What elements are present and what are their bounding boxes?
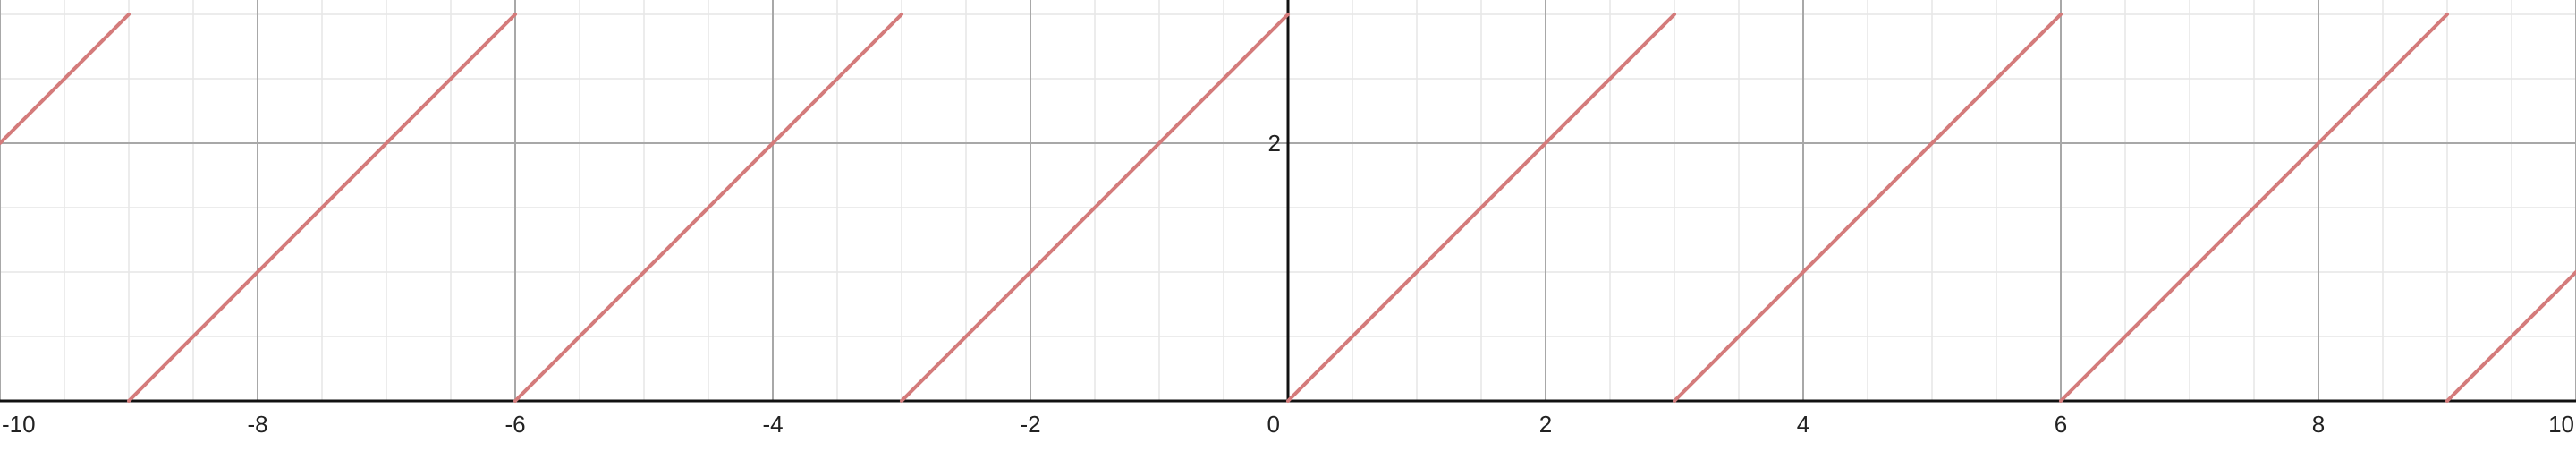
x-tick-label: 0 [1267, 411, 1280, 438]
x-tick-label: -6 [504, 411, 525, 438]
x-tick-label: 4 [1797, 411, 1809, 438]
series-0-segment-4 [1286, 13, 1676, 403]
x-tick-label: -4 [762, 411, 783, 438]
x-tick-label: -8 [247, 411, 267, 438]
series-0-segment-0 [0, 13, 131, 145]
series-0-segment-2 [513, 13, 903, 403]
series-0-segment-7 [2445, 270, 2576, 403]
series-layer [0, 13, 2576, 403]
x-tick-label: 10 [2548, 411, 2574, 438]
tick-labels: -10 -8 -6 -4 -2 0 2 4 6 8 10 2 [2, 130, 2574, 438]
series-0-segment-5 [1673, 13, 2063, 403]
series-0-segment-3 [900, 13, 1290, 403]
x-tick-label: 6 [2055, 411, 2067, 438]
series-0-segment-1 [127, 13, 517, 403]
y-tick-label: 2 [1268, 130, 1281, 157]
x-tick-label: 2 [1539, 411, 1552, 438]
series-0-segment-6 [2059, 13, 2449, 403]
x-tick-label: -2 [1020, 411, 1040, 438]
x-tick-label: -10 [2, 411, 36, 438]
x-tick-label: 8 [2312, 411, 2325, 438]
